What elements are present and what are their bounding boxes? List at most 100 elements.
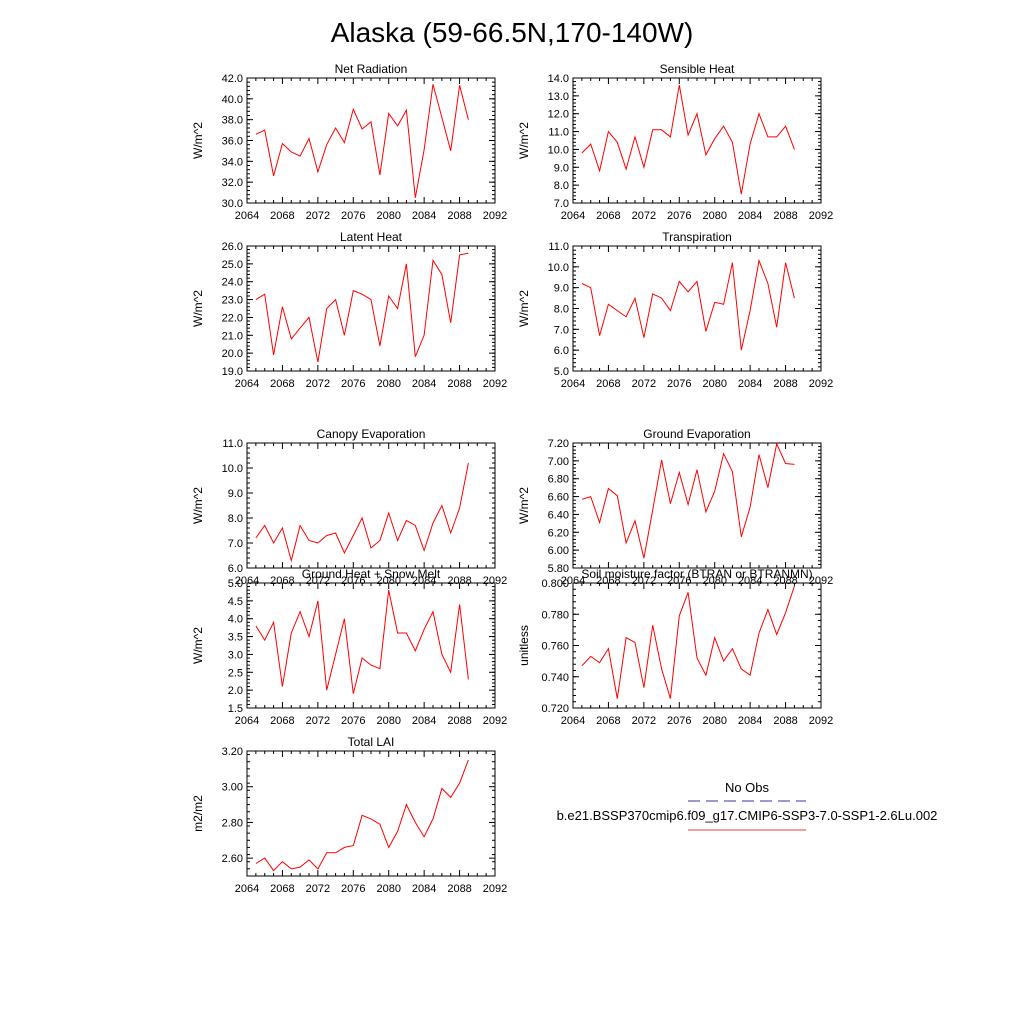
panel-title: Net Radiation <box>335 62 408 76</box>
y-tick-label: 6.0 <box>228 563 243 575</box>
x-tick-label: 2076 <box>341 883 365 895</box>
panel-title: Canopy Evaporation <box>317 427 426 441</box>
y-tick-label: 30.0 <box>222 198 243 210</box>
x-tick-label: 2064 <box>561 715 585 727</box>
panel-title: Ground Heat + Snow Melt <box>302 567 441 581</box>
x-tick-label: 2088 <box>447 378 471 390</box>
y-tick-label: 13.0 <box>548 91 569 103</box>
x-tick-label: 2088 <box>773 378 797 390</box>
panel-title: Total LAI <box>348 735 395 749</box>
x-tick-label: 2064 <box>235 715 259 727</box>
x-tick-label: 2068 <box>596 210 620 222</box>
x-tick-label: 2080 <box>376 378 400 390</box>
y-tick-label: 22.0 <box>222 312 243 324</box>
y-tick-label: 9.0 <box>554 162 569 174</box>
panel-2: Sensible Heat W/m^2 2064 2068 2072 2076 2080 20… <box>517 62 833 222</box>
x-tick-label: 2068 <box>596 575 620 587</box>
plot-frame <box>572 582 822 709</box>
panel-7: Ground Heat + Snow Melt W/m^2 2064 2068 2072… <box>191 567 507 727</box>
y-tick-label: 32.0 <box>222 177 243 189</box>
x-tick-label: 2092 <box>809 378 833 390</box>
y-tick-label: 4.0 <box>228 614 243 626</box>
y-tick-label: 0.740 <box>541 672 569 684</box>
y-tick-label: 8.0 <box>554 180 569 192</box>
x-tick-label: 2064 <box>561 378 585 390</box>
panel-title: Transpiration <box>662 230 732 244</box>
panel-3: Latent Heat W/m^2 2064 2068 2072 2076 2080 2084… <box>191 230 507 390</box>
x-tick-label: 2084 <box>738 715 762 727</box>
panel-6: Ground Evaporation W/m^2 2064 2068 2072 2076 2… <box>517 427 833 587</box>
x-tick-label: 2084 <box>412 575 436 587</box>
y-tick-label: 5.0 <box>228 578 243 590</box>
y-tick-label: 25.0 <box>222 259 243 271</box>
y-axis-label: W/m^2 <box>191 487 205 524</box>
x-tick-label: 2088 <box>447 715 471 727</box>
y-tick-label: 0.720 <box>541 703 569 715</box>
x-tick-label: 2076 <box>341 715 365 727</box>
y-tick-label: 42.0 <box>222 73 243 85</box>
figure-title: Alaska (59-66.5N,170-140W) <box>331 17 694 48</box>
x-tick-label: 2084 <box>412 883 436 895</box>
y-tick-label: 2.0 <box>228 685 243 697</box>
x-tick-label: 2072 <box>306 575 330 587</box>
y-tick-label: 3.20 <box>222 746 243 758</box>
x-tick-label: 2068 <box>270 575 294 587</box>
plot-frame <box>572 77 822 204</box>
series-line <box>581 85 795 195</box>
y-tick-label: 3.0 <box>228 649 243 661</box>
y-tick-label: 8.0 <box>554 304 569 316</box>
panel-8: Soil moisture factor (BTRAN or BTRANMN) u… <box>517 567 833 727</box>
plot-frame <box>246 582 496 709</box>
y-tick-label: 4.5 <box>228 596 243 608</box>
y-tick-label: 3.00 <box>222 782 243 794</box>
x-tick-label: 2064 <box>235 210 259 222</box>
x-tick-label: 2084 <box>412 378 436 390</box>
x-tick-label: 2088 <box>773 575 797 587</box>
x-tick-label: 2064 <box>235 575 259 587</box>
x-tick-label: 2092 <box>809 575 833 587</box>
x-tick-label: 2080 <box>702 210 726 222</box>
x-tick-label: 2088 <box>447 575 471 587</box>
y-tick-label: 6.20 <box>548 527 569 539</box>
y-tick-label: 3.5 <box>228 632 243 644</box>
y-tick-label: 7.00 <box>548 456 569 468</box>
y-axis-label: W/m^2 <box>517 122 531 159</box>
series-line <box>581 585 795 699</box>
panel-title: Soil moisture factor (BTRAN or BTRANMN) <box>581 567 812 581</box>
x-tick-label: 2076 <box>341 575 365 587</box>
x-tick-label: 2080 <box>702 575 726 587</box>
y-axis-label: W/m^2 <box>517 487 531 524</box>
x-tick-label: 2080 <box>376 210 400 222</box>
y-tick-label: 34.0 <box>222 156 243 168</box>
plot-frame <box>572 245 822 372</box>
series-line <box>255 589 469 694</box>
x-tick-label: 2076 <box>667 575 691 587</box>
y-axis-label: W/m^2 <box>517 290 531 327</box>
y-axis-label: W/m^2 <box>191 122 205 159</box>
y-tick-label: 19.0 <box>222 366 243 378</box>
x-tick-label: 2092 <box>809 210 833 222</box>
panel-5: Canopy Evaporation W/m^2 2064 2068 2072 2076 2… <box>191 427 507 587</box>
y-tick-label: 7.0 <box>554 198 569 210</box>
x-tick-label: 2068 <box>270 378 294 390</box>
x-tick-label: 2084 <box>738 575 762 587</box>
panel-1: Net Radiation W/m^2 2064 2068 2072 2076 2080 20… <box>191 62 507 222</box>
x-tick-label: 2084 <box>412 210 436 222</box>
x-tick-label: 2072 <box>306 378 330 390</box>
panel-title: Ground Evaporation <box>643 427 750 441</box>
x-tick-label: 2068 <box>270 210 294 222</box>
x-tick-label: 2072 <box>632 575 656 587</box>
y-tick-label: 5.0 <box>554 366 569 378</box>
x-tick-label: 2064 <box>561 575 585 587</box>
x-tick-label: 2092 <box>483 883 507 895</box>
y-tick-label: 0.760 <box>541 641 569 653</box>
x-tick-label: 2072 <box>306 715 330 727</box>
x-tick-label: 2088 <box>447 210 471 222</box>
panels: Net Radiation W/m^2 2064 2068 2072 2076 2080 20… <box>191 62 833 895</box>
x-tick-label: 2080 <box>702 715 726 727</box>
x-tick-label: 2068 <box>596 378 620 390</box>
panel-9: Total LAI m2/m2 2064 2068 2072 2076 2080 2084 20… <box>191 735 507 895</box>
y-tick-label: 2.60 <box>222 853 243 865</box>
plot-frame <box>246 245 496 372</box>
y-tick-label: 7.0 <box>554 324 569 336</box>
